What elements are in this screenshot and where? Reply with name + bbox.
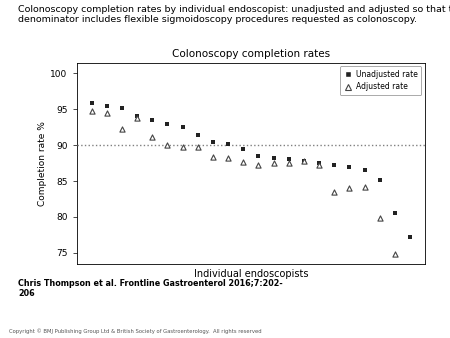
Point (103, 110, 110, 116)
Point (134, 114, 141, 119)
Point (255, 153, 262, 159)
Point (164, 142, 171, 148)
Point (315, 163, 323, 168)
Point (194, 132, 202, 138)
Text: denominator includes flexible sigmoidoscopy procedures requested as colonoscopy.: denominator includes flexible sigmoidosc… (18, 15, 417, 24)
Point (361, 184, 368, 190)
Point (225, 155, 232, 161)
X-axis label: Individual endoscopists: Individual endoscopists (194, 269, 308, 279)
Point (315, 161, 323, 166)
Point (285, 161, 292, 166)
Point (103, 103, 110, 108)
Point (225, 141, 232, 146)
Point (88, 108, 95, 113)
Point (209, 155, 216, 160)
Point (361, 168, 368, 173)
Y-axis label: Completion rate %: Completion rate % (38, 121, 47, 206)
Point (164, 121, 171, 126)
Point (240, 146, 247, 151)
Text: Colonoscopy completion rates by individual endoscopist: unadjusted and adjusted : Colonoscopy completion rates by individu… (18, 5, 450, 14)
Point (331, 163, 338, 168)
Point (376, 177, 383, 182)
Text: Copyright © BMJ Publishing Group Ltd & British Society of Gastroenterology.  All: Copyright © BMJ Publishing Group Ltd & B… (9, 328, 261, 334)
Point (255, 162, 262, 167)
Point (392, 211, 399, 216)
Text: Chris Thompson et al. Frontline Gastroenterol 2016;7:202-
206: Chris Thompson et al. Frontline Gastroen… (18, 279, 283, 298)
Point (179, 124, 186, 130)
Point (148, 134, 156, 139)
Point (300, 158, 307, 164)
Point (392, 251, 399, 257)
Point (179, 144, 186, 149)
Point (118, 105, 126, 111)
Point (406, 234, 414, 240)
Point (118, 126, 126, 131)
Point (148, 117, 156, 123)
Legend: Unadjusted rate, Adjusted rate: Unadjusted rate, Adjusted rate (340, 66, 422, 95)
Point (346, 164, 353, 169)
Point (194, 145, 202, 150)
Point (346, 186, 353, 191)
Point (134, 115, 141, 121)
Title: Colonoscopy completion rates: Colonoscopy completion rates (172, 49, 330, 59)
Point (285, 157, 292, 162)
Point (300, 158, 307, 164)
Text: FG: FG (388, 305, 415, 322)
Point (88, 101, 95, 106)
Point (331, 189, 338, 195)
Point (270, 155, 277, 161)
Point (376, 216, 383, 221)
Point (240, 160, 247, 165)
Point (270, 161, 277, 166)
Point (209, 139, 216, 144)
